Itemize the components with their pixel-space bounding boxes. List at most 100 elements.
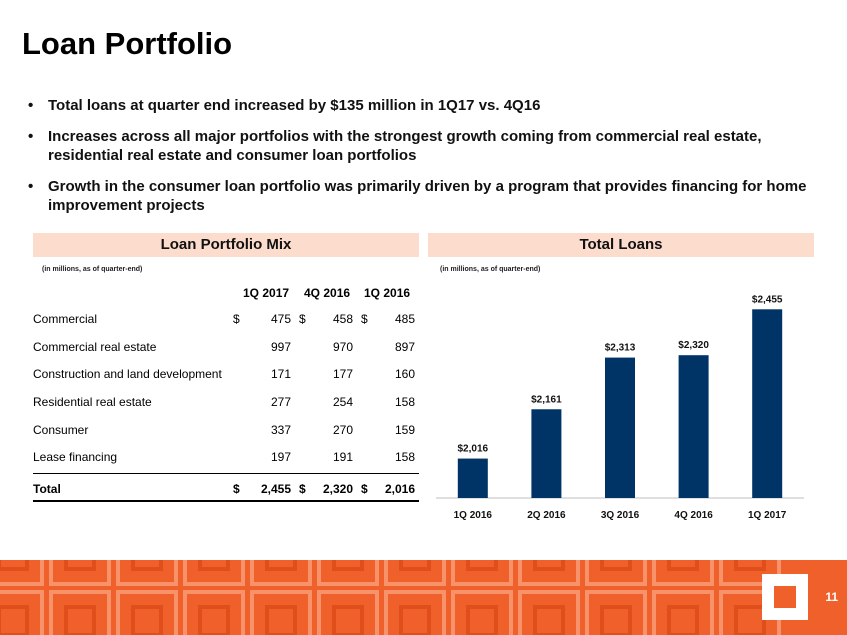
pattern-square <box>64 560 96 571</box>
table-row: Lease financing 197 191 158 <box>33 444 419 472</box>
currency-sign: $ <box>233 482 240 496</box>
value-4q2016: 458 <box>332 312 353 326</box>
row-label: Construction and land development <box>33 367 222 382</box>
pattern-square <box>198 560 230 571</box>
footer-pattern <box>0 560 808 635</box>
column-header: 1Q 2016 <box>364 286 411 300</box>
value-4q2016: 177 <box>332 367 353 382</box>
pattern-square <box>585 590 647 635</box>
total-loans-note: (in millions, as of quarter-end) <box>440 266 541 273</box>
x-tick-label: 1Q 2016 <box>454 510 493 521</box>
data-label: $2,320 <box>678 340 709 351</box>
bullet-list: Total loans at quarter end increased by … <box>28 96 818 227</box>
pattern-square <box>719 590 781 635</box>
loan-mix-heading: Loan Portfolio Mix <box>33 233 419 257</box>
table-row: Construction and land development 171 177 1… <box>33 361 419 389</box>
pattern-square <box>332 605 364 635</box>
currency-sign: $ <box>233 312 240 326</box>
pattern-square <box>734 605 766 635</box>
value-1q2016: 2,016 <box>384 482 415 496</box>
x-tick-label: 4Q 2016 <box>674 510 713 521</box>
value-1q2017: 277 <box>270 395 291 410</box>
value-1q2016: 485 <box>394 312 415 326</box>
row-label: Total <box>33 482 61 496</box>
value-1q2016: 160 <box>394 367 415 382</box>
row-label: Lease financing <box>33 450 118 465</box>
value-1q2017: 197 <box>270 450 291 465</box>
row-label: Consumer <box>33 422 89 437</box>
data-label: $2,313 <box>605 343 636 354</box>
pattern-square <box>518 590 580 635</box>
square-logo-icon <box>774 586 796 608</box>
loan-mix-table: 1Q 2017 4Q 2016 1Q 2016 Commercial $475 $4… <box>33 284 419 502</box>
pattern-square <box>332 560 364 571</box>
pattern-square <box>250 590 312 635</box>
pattern-square <box>533 605 565 635</box>
value-1q2017: 171 <box>270 367 291 382</box>
currency-sign: $ <box>361 312 368 326</box>
pattern-square <box>652 590 714 635</box>
total-loans-heading: Total Loans <box>428 233 814 257</box>
value-1q2017: 337 <box>270 422 291 437</box>
pattern-square <box>265 605 297 635</box>
column-header: 1Q 2017 <box>243 286 290 300</box>
bullet-item: Increases across all major portfolios wi… <box>28 127 818 165</box>
total-loans-chart: $2,016 1Q 2016 $2,161 2Q 2016 $2,313 3Q 2016 $… <box>436 294 804 521</box>
pattern-square <box>116 590 178 635</box>
bullet-item: Growth in the consumer loan portfolio wa… <box>28 177 818 215</box>
pattern-square <box>719 560 781 586</box>
pattern-square <box>466 605 498 635</box>
value-1q2017: 997 <box>270 339 291 354</box>
pattern-square <box>384 590 446 635</box>
table-row: Consumer 337 270 159 <box>33 417 419 445</box>
pattern-square <box>250 560 312 586</box>
data-label: $2,016 <box>458 444 489 455</box>
bullet-item: Total loans at quarter end increased by … <box>28 96 818 115</box>
currency-sign: $ <box>299 482 306 496</box>
table-row: Commercial real estate 997 970 897 <box>33 334 419 362</box>
currency-sign: $ <box>361 482 368 496</box>
table-divider <box>33 473 419 474</box>
currency-sign: $ <box>299 312 306 326</box>
pattern-square <box>399 560 431 571</box>
pattern-square <box>317 590 379 635</box>
bar-4q-2016 <box>678 355 709 498</box>
data-label: $2,455 <box>752 294 783 305</box>
table-row-total: Total $ 2,455 $ 2,320 $ 2,016 <box>33 476 419 504</box>
row-label: Residential real estate <box>33 395 152 410</box>
pattern-square <box>600 560 632 571</box>
table-row: Commercial $475 $458 $485 <box>33 306 419 334</box>
value-1q2016: 158 <box>394 450 415 465</box>
value-1q2017: 475 <box>270 312 291 326</box>
pattern-square <box>116 560 178 586</box>
pattern-square <box>518 560 580 586</box>
page-number: 11 <box>825 590 838 604</box>
pattern-square <box>49 560 111 586</box>
pattern-square <box>0 590 44 635</box>
row-label: Commercial <box>33 312 98 326</box>
pattern-square <box>49 590 111 635</box>
data-label: $2,161 <box>531 394 562 405</box>
pattern-square <box>585 560 647 586</box>
column-header: 4Q 2016 <box>304 286 351 300</box>
pattern-square <box>0 560 29 571</box>
value-1q2016: 158 <box>394 395 415 410</box>
value-1q2016: 897 <box>394 339 415 354</box>
pattern-square <box>0 605 29 635</box>
pattern-square <box>265 560 297 571</box>
pattern-square <box>451 560 513 586</box>
value-4q2016: 270 <box>332 422 353 437</box>
table-bottom-rule <box>33 500 419 502</box>
bar-2q-2016 <box>531 409 562 498</box>
value-1q2017: 2,455 <box>260 482 291 496</box>
pattern-square <box>667 605 699 635</box>
pattern-square <box>0 560 44 586</box>
pattern-square <box>533 560 565 571</box>
table-row: Residential real estate 277 254 158 <box>33 389 419 417</box>
pattern-square <box>183 560 245 586</box>
pattern-square <box>64 605 96 635</box>
x-tick-label: 3Q 2016 <box>601 510 640 521</box>
value-4q2016: 191 <box>332 450 353 465</box>
pattern-square <box>131 605 163 635</box>
footer-band <box>0 560 847 635</box>
